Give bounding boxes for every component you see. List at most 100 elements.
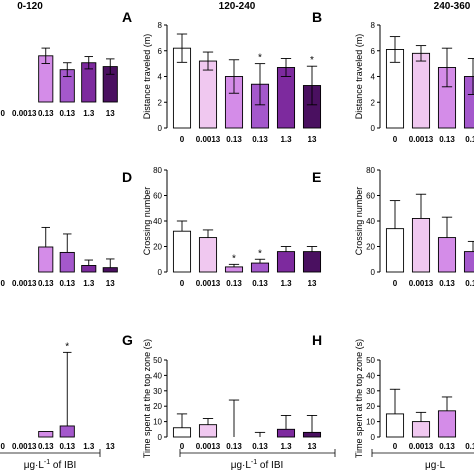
- bar: [172, 230, 192, 273]
- x-tick-label: 0: [1, 279, 6, 288]
- x-tick-label: 0: [1, 442, 6, 451]
- bar: [102, 267, 118, 273]
- x-tick-label: 0.13: [226, 442, 242, 451]
- panel-letter-d: D: [122, 169, 132, 185]
- x-tick-label: 0: [393, 279, 398, 288]
- x-tick-label: 0.0013: [12, 442, 37, 451]
- x-tick-label: 0.0013: [196, 442, 221, 451]
- x-tick-label: 0.13: [38, 279, 54, 288]
- x-tick-label: 1.3: [83, 442, 95, 451]
- bar: [437, 410, 457, 438]
- significance-marker: *: [65, 341, 69, 352]
- x-tick-label: 0: [393, 135, 398, 144]
- bar: [198, 60, 218, 129]
- x-tick-label: 0.0013: [12, 279, 37, 288]
- y-tick-label: 60: [153, 192, 162, 201]
- y-tick-label: 0: [371, 433, 376, 442]
- y-axis-label: Time spent at the top zone (s): [142, 339, 152, 458]
- y-tick-label: 2: [371, 98, 376, 107]
- panel-d: 0 0.0013 0.13 0.13 1.3 13: [1, 226, 118, 288]
- significance-marker: *: [232, 253, 236, 264]
- panel-letter-h: H: [312, 332, 322, 348]
- y-tick-label: 30: [366, 387, 375, 396]
- bar: [224, 266, 244, 273]
- bar: [59, 251, 75, 273]
- x-tick-label: 1.3: [83, 279, 95, 288]
- bar: [463, 251, 474, 273]
- y-axis-label: Time spent at the top zone (s): [354, 339, 364, 458]
- panel-letter-g: G: [122, 332, 133, 348]
- significance-marker: *: [310, 55, 314, 66]
- column-header-0-120: 0-120: [17, 1, 43, 12]
- y-tick-label: 50: [366, 356, 375, 365]
- bar: [385, 413, 405, 438]
- y-tick-label: 40: [366, 371, 375, 380]
- y-tick-label: 60: [366, 192, 375, 201]
- x-tick-label: 13: [308, 135, 317, 144]
- y-tick-label: 0: [371, 124, 376, 133]
- x-axis-unit: μg·L: [425, 460, 446, 471]
- x-axis-title-left: μg·L-1 of IBI: [0, 449, 101, 471]
- bar: [81, 265, 97, 273]
- panel-e: 0 20 40 60 80 Crossing number 0 0.0013 * 0.13 * 0.1…: [142, 166, 322, 288]
- y-tick-label: 4: [158, 73, 163, 82]
- significance-marker: *: [258, 53, 262, 64]
- column-header-120-240: 120-240: [219, 1, 256, 12]
- y-tick-label: 40: [366, 217, 375, 226]
- x-tick-label: 0.0013: [196, 279, 221, 288]
- x-tick-label: 0: [393, 442, 398, 451]
- x-tick-label: 0.13: [38, 442, 54, 451]
- x-tick-label: 13: [308, 442, 317, 451]
- y-tick-label: 6: [158, 47, 163, 56]
- y-tick-label: 10: [366, 418, 375, 427]
- x-tick-label: 0.13: [465, 279, 474, 288]
- x-tick-label: 0.13: [465, 442, 474, 451]
- bar: [38, 246, 54, 273]
- x-tick-label: 0.13: [252, 279, 268, 288]
- y-tick-label: 20: [153, 243, 162, 252]
- column-header-240-360: 240-360: [434, 1, 471, 12]
- significance-marker: *: [258, 248, 262, 259]
- panel-b: 0 2 4 6 8 Distance traveled (m) 0 0.0013 0.13 * 0.…: [142, 21, 322, 144]
- x-tick-label: 0.0013: [12, 109, 37, 118]
- bar: [437, 237, 457, 273]
- x-tick-label: 0.13: [59, 109, 75, 118]
- bar: [411, 52, 431, 129]
- x-tick-label: 0.13: [439, 135, 455, 144]
- y-tick-label: 30: [153, 387, 162, 396]
- y-tick-label: 20: [366, 402, 375, 411]
- x-tick-label: 13: [106, 442, 115, 451]
- x-tick-label: 1.3: [280, 442, 292, 451]
- y-tick-label: 8: [158, 21, 163, 30]
- x-axis-compound: of IBI: [50, 460, 76, 471]
- y-tick-label: 50: [153, 356, 162, 365]
- x-tick-label: 0.0013: [196, 135, 221, 144]
- bar: [302, 431, 322, 438]
- x-tick-label: 0: [1, 109, 6, 118]
- x-tick-label: 0.13: [439, 279, 455, 288]
- x-axis-title-text-left: μg·L-1 of IBI: [24, 459, 77, 471]
- bar: [302, 251, 322, 273]
- bar: [172, 427, 192, 438]
- x-tick-label: 0.13: [252, 135, 268, 144]
- bar: [411, 217, 431, 273]
- y-axis-label: Distance traveled (m): [354, 34, 364, 120]
- y-tick-label: 4: [371, 73, 376, 82]
- x-tick-label: 0.13: [252, 442, 268, 451]
- bar: [198, 237, 218, 273]
- x-tick-label: 13: [308, 279, 317, 288]
- y-tick-label: 0: [371, 268, 376, 277]
- x-tick-label: 1.3: [280, 279, 292, 288]
- x-tick-label: 0.13: [226, 135, 242, 144]
- y-tick-label: 0: [158, 268, 163, 277]
- bar: [276, 251, 296, 273]
- x-axis-compound: of IBI: [257, 460, 283, 471]
- y-axis-label: Distance traveled (m): [142, 34, 152, 120]
- y-tick-label: 8: [371, 21, 376, 30]
- x-tick-label: 0.13: [38, 109, 54, 118]
- bar: [59, 425, 75, 438]
- x-tick-label: 0.0013: [409, 135, 434, 144]
